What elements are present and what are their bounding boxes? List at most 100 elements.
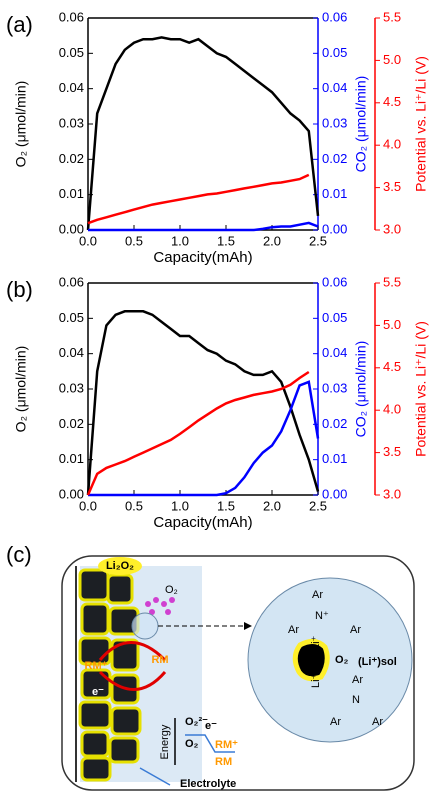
x-tick-label: 1.0 (171, 498, 189, 513)
y-tick-label: 0.05 (322, 45, 347, 60)
series-line (88, 221, 319, 232)
label: RM⁺ (85, 660, 108, 672)
y-tick-label: 0.00 (322, 221, 347, 236)
x-tick-label: 1.5 (217, 498, 235, 513)
y-tick-label: 4.0 (383, 402, 401, 417)
y-tick-label: 3.5 (383, 444, 401, 459)
label: e⁻ (205, 720, 217, 732)
y-tick-label: 5.0 (383, 317, 401, 332)
y-tick-label: 3.5 (383, 179, 401, 194)
x-tick-label: 2.0 (263, 498, 281, 513)
panel-label: (a) (6, 12, 33, 37)
y-axis-title: Potential vs. Li⁺/Li (V) (413, 56, 429, 192)
label: N (352, 694, 360, 706)
y-tick-label: 0.06 (59, 9, 84, 24)
x-tick-label: 1.5 (217, 233, 235, 248)
series-line (86, 370, 310, 496)
y-tick-label: 0.03 (59, 115, 84, 130)
label: Ar (288, 624, 299, 636)
label: O₂ (165, 584, 178, 596)
y-tick-label: 0.02 (322, 416, 347, 431)
label: Li⁺ (310, 673, 322, 688)
x-axis-title: Capacity(mAh) (153, 249, 252, 266)
arrowhead (244, 622, 252, 630)
y-tick-label: 5.0 (383, 52, 401, 67)
y-tick-label: 0.04 (322, 80, 347, 95)
series-line (87, 173, 310, 225)
y-tick-label: 0.02 (322, 151, 347, 166)
label: Ar (372, 716, 383, 728)
y-tick-label: 0.01 (59, 186, 84, 201)
label: Ar (352, 674, 363, 686)
x-tick-label: 1.0 (171, 233, 189, 248)
series-line (86, 310, 320, 496)
label: Li₂O₂ (106, 560, 134, 572)
zoom-circle (131, 612, 159, 640)
y-tick-label: 0.02 (59, 151, 84, 166)
y-tick-label: 5.5 (383, 9, 401, 24)
energy-levels (185, 734, 235, 753)
y-axis-title: O₂ (μmol/min) (13, 81, 29, 168)
series-line (86, 36, 320, 231)
x-tick-label: 2.5 (309, 233, 327, 248)
x-tick-label: 0.5 (125, 233, 143, 248)
label: O₂ (335, 654, 349, 666)
y-axis-title: O₂ (μmol/min) (13, 346, 29, 433)
series-line (88, 380, 320, 497)
redox-arc (98, 641, 167, 662)
y-tick-label: 4.0 (383, 137, 401, 152)
y-tick-label: 0.03 (322, 115, 347, 130)
y-tick-label: 0.04 (59, 345, 84, 360)
panel-label: (c) (6, 542, 32, 567)
y-tick-label: 0.04 (322, 345, 347, 360)
y-tick-label: 0.00 (322, 486, 347, 501)
y-axis-title: CO₂ (μmol/min) (353, 76, 369, 173)
y-tick-label: 5.5 (383, 274, 401, 289)
y-tick-label: 0.01 (322, 186, 347, 201)
y-tick-label: 0.04 (59, 80, 84, 95)
label: RM (151, 654, 168, 666)
y-tick-label: 0.00 (59, 221, 84, 236)
inset (247, 577, 413, 743)
label: Ar (350, 624, 361, 636)
x-tick-label: 2.5 (309, 498, 327, 513)
label: Li⁺ (310, 635, 322, 650)
y-tick-label: 0.03 (59, 380, 84, 395)
y-tick-label: 0.06 (322, 9, 347, 24)
electrolyte-arrow (139, 767, 171, 786)
y-tick-label: 0.06 (322, 274, 347, 289)
label: O₂ (185, 738, 199, 750)
label: Electrolyte (180, 778, 236, 790)
electrode (78, 568, 142, 782)
label: RM (215, 756, 232, 768)
y-tick-label: 0.03 (322, 380, 347, 395)
label: O₂²⁻ (310, 646, 322, 668)
o2-molecules (145, 597, 175, 615)
y-tick-label: 0.00 (59, 486, 84, 501)
li2o2-bubble (98, 557, 142, 575)
y-axis-title: CO₂ (μmol/min) (353, 341, 369, 438)
y-tick-label: 0.01 (59, 451, 84, 466)
x-tick-label: 0.0 (79, 498, 97, 513)
y-tick-label: 0.05 (59, 45, 84, 60)
x-tick-label: 0.5 (125, 498, 143, 513)
label: e⁻ (92, 686, 104, 698)
label: N⁺ (315, 610, 329, 622)
y-tick-label: 0.05 (59, 310, 84, 325)
y-tick-label: 3.0 (383, 221, 401, 236)
label: Energy (159, 724, 171, 759)
y-tick-label: 0.06 (59, 274, 84, 289)
particle (292, 639, 330, 682)
y-axis-title: Potential vs. Li⁺/Li (V) (413, 321, 429, 457)
label: Ar (330, 716, 341, 728)
label: (Li⁺)sol (358, 656, 397, 668)
y-tick-label: 0.01 (322, 451, 347, 466)
x-tick-label: 2.0 (263, 233, 281, 248)
y-tick-label: 0.02 (59, 416, 84, 431)
label: O₂²⁻ (185, 716, 208, 728)
y-tick-label: 0.05 (322, 310, 347, 325)
redox-arc (98, 670, 167, 691)
x-tick-label: 0.0 (79, 233, 97, 248)
label: Ar (312, 589, 323, 601)
